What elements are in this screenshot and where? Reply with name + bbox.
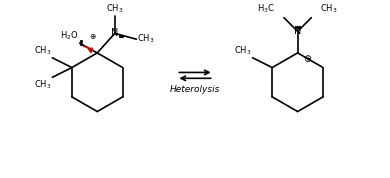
Text: CH$_3$: CH$_3$ — [137, 33, 155, 45]
Text: N: N — [111, 28, 119, 38]
Text: $\oplus$: $\oplus$ — [89, 32, 96, 41]
Text: CH$_3$: CH$_3$ — [106, 2, 124, 15]
Text: N: N — [294, 26, 301, 36]
Text: CH$_3$: CH$_3$ — [34, 44, 51, 57]
Text: H$_2$O: H$_2$O — [60, 30, 79, 42]
Text: H$_3$C: H$_3$C — [257, 2, 275, 15]
Text: Heterolysis: Heterolysis — [170, 85, 220, 94]
Text: CH$_3$: CH$_3$ — [234, 44, 252, 57]
Text: CH$_3$: CH$_3$ — [320, 2, 338, 15]
Text: $\oplus$: $\oplus$ — [303, 53, 312, 64]
Text: CH$_3$: CH$_3$ — [34, 78, 51, 91]
FancyArrowPatch shape — [83, 46, 92, 52]
